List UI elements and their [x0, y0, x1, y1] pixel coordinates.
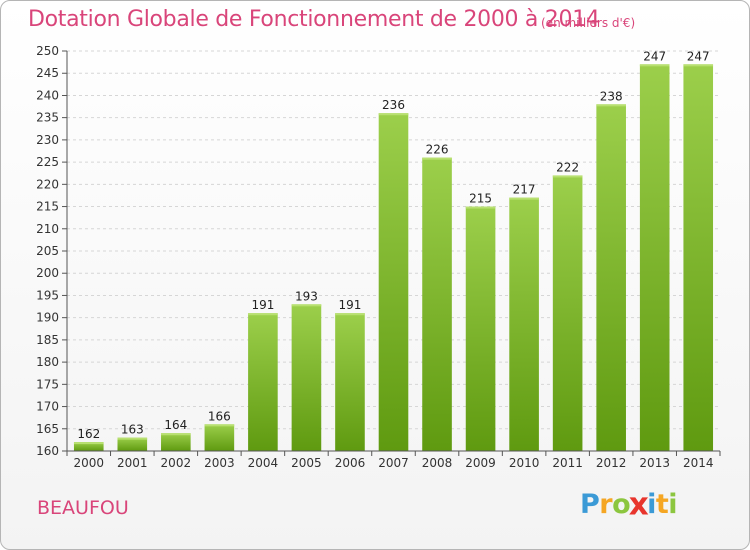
data-label: 247: [687, 49, 710, 63]
logo-letter: x: [628, 486, 649, 523]
data-label: 236: [382, 98, 405, 112]
y-tick-label: 240: [36, 88, 59, 102]
data-label: 217: [513, 183, 536, 197]
bar-2004: [248, 313, 278, 451]
y-tick-label: 165: [36, 422, 59, 436]
bar-2014: [683, 64, 714, 452]
data-label: 164: [164, 418, 187, 432]
bar-2010: [509, 197, 539, 451]
bar-top-edge: [422, 157, 452, 160]
y-tick-label: 185: [36, 333, 59, 347]
bar-top-edge: [291, 304, 322, 307]
data-label: 166: [208, 409, 231, 423]
data-label: 247: [643, 49, 666, 63]
y-tick-label: 175: [36, 377, 59, 391]
x-tick-label: 2005: [291, 456, 322, 470]
bar-top-edge: [204, 424, 235, 427]
y-tick-label: 205: [36, 244, 59, 258]
data-label: 226: [426, 143, 449, 157]
bar-2013: [639, 64, 670, 452]
data-label: 222: [556, 160, 579, 174]
bar-top-edge: [248, 313, 278, 316]
bar-top-edge: [73, 442, 104, 445]
x-tick-label: 2012: [596, 456, 627, 470]
y-tick-label: 245: [36, 66, 59, 80]
logo-letter: o: [612, 489, 631, 520]
x-tick-label: 2001: [117, 456, 148, 470]
y-tick-label: 215: [36, 200, 59, 214]
bar-top-edge: [117, 437, 148, 440]
proxiti-logo: Proxiti: [580, 486, 678, 523]
y-axis: 160 165 170 175 180 185 190 195 200 205 210 215 220 2…: [36, 44, 68, 458]
data-label: 191: [251, 298, 274, 312]
y-tick-label: 210: [36, 222, 59, 236]
logo-letter: i: [668, 489, 678, 520]
x-tick-label: 2011: [552, 456, 583, 470]
x-tick-label: 2003: [204, 456, 235, 470]
x-axis: 2000 2001 2002 2003 2004 2005 2006 2007 2008 2009…: [66, 450, 721, 470]
data-label: 163: [121, 423, 144, 437]
x-tick-label: 2004: [248, 456, 279, 470]
x-tick-label: 2002: [161, 456, 192, 470]
y-tick-label: 200: [36, 266, 59, 280]
x-tick-label: 2000: [73, 456, 104, 470]
y-tick-label: 220: [36, 177, 59, 191]
bar-2009: [465, 206, 496, 451]
y-tick-label: 170: [36, 400, 59, 414]
y-tick-label: 235: [36, 111, 59, 125]
bar-top-edge: [683, 64, 714, 67]
y-tick-label: 180: [36, 355, 59, 369]
bar-2005: [291, 304, 322, 451]
bar-top-edge: [639, 64, 670, 67]
bar-2008: [422, 157, 452, 451]
logo-letter: P: [580, 489, 600, 520]
x-tick-label: 2013: [639, 456, 670, 470]
x-tick-label: 2009: [465, 456, 496, 470]
bar-2002: [161, 433, 191, 451]
x-tick-label: 2006: [335, 456, 366, 470]
bar-top-edge: [509, 197, 539, 200]
y-tick-label: 190: [36, 311, 59, 325]
data-label: 215: [469, 192, 492, 206]
x-tick-label: 2007: [378, 456, 409, 470]
commune-name: BEAUFOU: [37, 497, 129, 519]
bar-top-edge: [335, 313, 365, 316]
y-tick-label: 160: [36, 444, 59, 458]
bar-top-edge: [465, 206, 496, 209]
y-tick-label: 225: [36, 155, 59, 169]
logo-letter: i: [647, 489, 656, 520]
y-tick-label: 250: [36, 44, 59, 58]
bar-2000: [73, 442, 104, 451]
x-tick-label: 2014: [683, 456, 714, 470]
logo-letter: t: [655, 489, 669, 520]
data-label: 238: [600, 89, 623, 103]
bar-2011: [552, 175, 583, 451]
bar-2012: [596, 104, 626, 451]
bar-top-edge: [161, 433, 191, 436]
chart-title: Dotation Globale de Fonctionnement de 20…: [28, 7, 600, 32]
y-tick-label: 230: [36, 133, 59, 147]
data-label: 162: [77, 427, 100, 441]
bar-2006: [335, 313, 365, 451]
bar-2007: [378, 113, 409, 451]
bar-2003: [204, 424, 235, 451]
y-tick-label: 195: [36, 288, 59, 302]
bar-2001: [117, 437, 148, 451]
data-label: 191: [339, 298, 362, 312]
bars: [73, 64, 714, 452]
bar-top-edge: [552, 175, 583, 178]
data-label: 193: [295, 289, 318, 303]
x-tick-label: 2008: [422, 456, 453, 470]
bar-top-edge: [596, 104, 626, 107]
chart-subtitle: (en milliers d'€): [541, 16, 636, 30]
x-tick-label: 2010: [509, 456, 540, 470]
bar-top-edge: [378, 113, 409, 116]
data-labels: 162 163 164 166 191 193 191 236 226 215 217 222 238 2…: [77, 49, 709, 441]
logo-letter: r: [599, 489, 613, 520]
